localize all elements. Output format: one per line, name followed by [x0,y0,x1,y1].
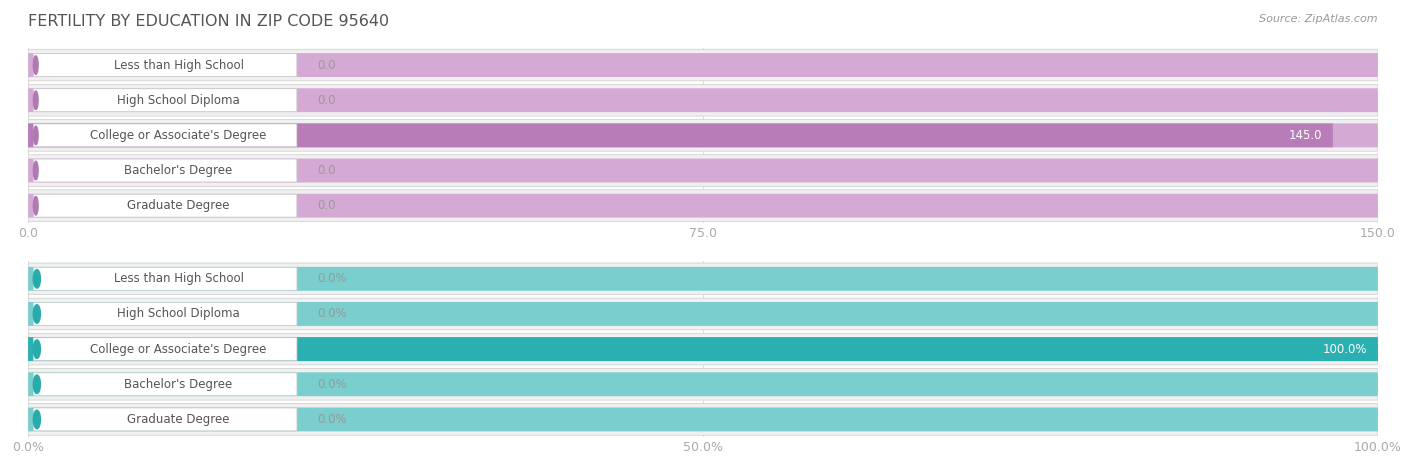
Text: Less than High School: Less than High School [114,58,243,72]
Circle shape [34,375,41,393]
FancyBboxPatch shape [34,124,297,147]
Text: College or Associate's Degree: College or Associate's Degree [90,342,267,356]
FancyBboxPatch shape [28,408,1378,431]
FancyBboxPatch shape [34,267,297,290]
Text: 0.0: 0.0 [316,199,336,212]
FancyBboxPatch shape [34,303,297,325]
Text: 0.0%: 0.0% [316,378,347,391]
FancyBboxPatch shape [28,337,1378,361]
Circle shape [34,91,38,109]
Text: 0.0%: 0.0% [316,307,347,321]
FancyBboxPatch shape [28,124,1378,147]
FancyBboxPatch shape [28,53,1378,77]
Text: Graduate Degree: Graduate Degree [128,199,229,212]
Text: 145.0: 145.0 [1288,129,1322,142]
Circle shape [34,305,41,323]
FancyBboxPatch shape [28,124,1333,147]
FancyBboxPatch shape [28,337,1378,361]
Text: Less than High School: Less than High School [114,272,243,285]
Text: 100.0%: 100.0% [1323,342,1367,356]
FancyBboxPatch shape [28,298,1378,330]
Text: 0.0: 0.0 [316,164,336,177]
FancyBboxPatch shape [34,408,297,431]
Circle shape [34,126,38,144]
FancyBboxPatch shape [34,373,297,396]
Text: High School Diploma: High School Diploma [117,307,240,321]
Text: Graduate Degree: Graduate Degree [128,413,229,426]
FancyBboxPatch shape [28,85,1378,116]
FancyBboxPatch shape [28,404,1378,435]
Circle shape [34,270,41,288]
FancyBboxPatch shape [28,194,1378,218]
Text: Bachelor's Degree: Bachelor's Degree [125,164,233,177]
FancyBboxPatch shape [28,159,1378,182]
FancyBboxPatch shape [28,263,1378,294]
FancyBboxPatch shape [28,267,1378,291]
Text: FERTILITY BY EDUCATION IN ZIP CODE 95640: FERTILITY BY EDUCATION IN ZIP CODE 95640 [28,14,389,29]
Text: High School Diploma: High School Diploma [117,94,240,107]
Circle shape [34,340,41,358]
FancyBboxPatch shape [34,338,297,361]
Text: Source: ZipAtlas.com: Source: ZipAtlas.com [1260,14,1378,24]
FancyBboxPatch shape [28,302,1378,326]
Text: 0.0: 0.0 [316,94,336,107]
FancyBboxPatch shape [28,369,1378,400]
FancyBboxPatch shape [34,54,297,76]
FancyBboxPatch shape [28,372,1378,396]
FancyBboxPatch shape [28,120,1378,151]
Circle shape [34,162,38,180]
Text: 0.0%: 0.0% [316,413,347,426]
Circle shape [34,410,41,428]
Circle shape [34,197,38,215]
Text: College or Associate's Degree: College or Associate's Degree [90,129,267,142]
FancyBboxPatch shape [28,155,1378,186]
FancyBboxPatch shape [34,89,297,112]
FancyBboxPatch shape [34,159,297,182]
FancyBboxPatch shape [28,333,1378,365]
FancyBboxPatch shape [28,49,1378,81]
Circle shape [34,56,38,74]
FancyBboxPatch shape [34,194,297,217]
FancyBboxPatch shape [28,88,1378,112]
FancyBboxPatch shape [28,190,1378,221]
Text: 0.0%: 0.0% [316,272,347,285]
Text: Bachelor's Degree: Bachelor's Degree [125,378,233,391]
Text: 0.0: 0.0 [316,58,336,72]
